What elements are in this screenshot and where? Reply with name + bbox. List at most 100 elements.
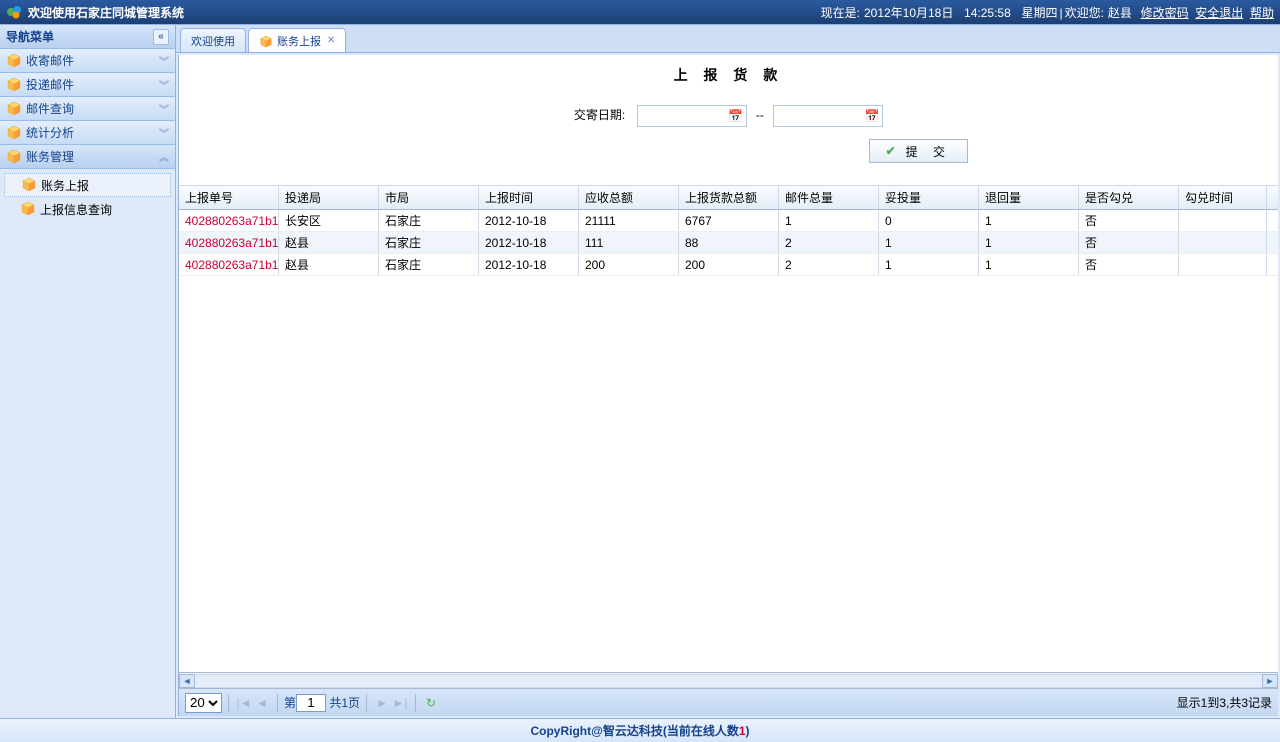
- column-header[interactable]: 退回量: [979, 186, 1079, 209]
- logout-link[interactable]: 安全退出: [1195, 6, 1243, 20]
- data-grid: 上报单号投递局市局上报时间应收总额上报货款总额邮件总量妥投量退回量是否勾兑勾兑时…: [179, 186, 1278, 716]
- table-cell: 1: [879, 232, 979, 253]
- table-cell: 1: [979, 232, 1079, 253]
- sidebar-item-3[interactable]: 统计分析︾: [0, 121, 175, 145]
- page-number-input[interactable]: [296, 694, 326, 712]
- horizontal-scrollbar[interactable]: ◄ ►: [179, 672, 1278, 688]
- sidebar-item-2[interactable]: 邮件查询 ︾: [0, 97, 175, 121]
- table-cell: 否: [1079, 232, 1179, 253]
- date-dash: --: [756, 108, 764, 122]
- sidebar-item-0[interactable]: 收寄邮件︾: [0, 49, 175, 73]
- check-icon: ✔: [886, 144, 902, 158]
- current-user: 赵县: [1108, 6, 1132, 20]
- tree-item-0[interactable]: 账务上报: [4, 173, 171, 197]
- column-header[interactable]: 勾兑时间: [1179, 186, 1267, 209]
- change-password-link[interactable]: 修改密码: [1141, 6, 1189, 20]
- next-page-button[interactable]: ►: [373, 694, 391, 712]
- paging-toolbar: 20 |◄ ◄ 第 共1页 ► ►| ↻ 显示1到3,共3记录: [179, 688, 1278, 716]
- app-title: 欢迎使用石家庄同城管理系统: [28, 4, 184, 21]
- column-header[interactable]: 市局: [379, 186, 479, 209]
- prev-page-button[interactable]: ◄: [253, 694, 271, 712]
- cube-icon: [6, 125, 22, 141]
- sidebar-item-label: 账务管理: [26, 148, 74, 165]
- close-icon[interactable]: ✕: [327, 35, 335, 46]
- cube-icon: [6, 149, 22, 165]
- table-row[interactable]: 402880263a71b1赵县石家庄2012-10-18200200211否: [179, 254, 1278, 276]
- active-panel: 上 报 货 款 交寄日期: 📅 -- 📅 ✔ 提 交 上报单号投递局市局上报时间…: [178, 55, 1278, 716]
- table-cell: [1179, 232, 1267, 253]
- now-date: 2012年10月18日: [864, 6, 953, 20]
- table-cell: 1: [779, 210, 879, 231]
- table-cell: 否: [1079, 254, 1179, 275]
- welcome-label: 欢迎您:: [1065, 6, 1104, 20]
- content-area: 欢迎使用账务上报✕ 上 报 货 款 交寄日期: 📅 -- 📅 ✔ 提 交: [176, 25, 1280, 718]
- table-cell: 1: [879, 254, 979, 275]
- table-cell: 0: [879, 210, 979, 231]
- submit-label: 提 交: [906, 143, 951, 160]
- date-row: 交寄日期: 📅 -- 📅: [179, 105, 1278, 127]
- tab-1[interactable]: 账务上报✕: [248, 28, 346, 52]
- sidebar-item-4[interactable]: 账务管理︽: [0, 145, 175, 169]
- first-page-button[interactable]: |◄: [235, 694, 253, 712]
- column-header[interactable]: 上报时间: [479, 186, 579, 209]
- column-header[interactable]: 是否勾兑: [1079, 186, 1179, 209]
- page-total: 共1页: [329, 694, 360, 711]
- now-weekday: 星期四: [1021, 6, 1057, 20]
- table-cell: 2: [779, 254, 879, 275]
- cube-icon: [6, 77, 22, 93]
- column-header[interactable]: 上报单号: [179, 186, 279, 209]
- tree-item-label: 账务上报: [41, 177, 89, 194]
- table-cell: 否: [1079, 210, 1179, 231]
- table-cell: 1: [979, 210, 1079, 231]
- online-count: 1: [739, 724, 746, 738]
- table-cell: 402880263a71b1: [179, 210, 279, 231]
- last-page-button[interactable]: ►|: [391, 694, 409, 712]
- app-header: 欢迎使用石家庄同城管理系统 现在是:2012年10月18日 14:25:58 星…: [0, 0, 1280, 24]
- column-header[interactable]: 上报货款总额: [679, 186, 779, 209]
- calendar-icon[interactable]: 📅: [864, 108, 880, 124]
- page-size-select[interactable]: 20: [185, 693, 222, 713]
- table-cell: 402880263a71b1: [179, 254, 279, 275]
- submit-button[interactable]: ✔ 提 交: [869, 139, 968, 163]
- column-header[interactable]: 应收总额: [579, 186, 679, 209]
- column-header[interactable]: 邮件总量: [779, 186, 879, 209]
- scroll-left-button[interactable]: ◄: [179, 674, 195, 688]
- date-from-input[interactable]: 📅: [637, 105, 747, 127]
- sidebar-item-label: 邮件查询: [26, 100, 74, 117]
- table-cell: 2012-10-18: [479, 232, 579, 253]
- sidebar-item-1[interactable]: 投递邮件 ︾: [0, 73, 175, 97]
- table-cell: [1179, 210, 1267, 231]
- table-row[interactable]: 402880263a71b1赵县石家庄2012-10-1811188211否: [179, 232, 1278, 254]
- scroll-right-button[interactable]: ►: [1262, 674, 1278, 688]
- table-cell: 赵县: [279, 232, 379, 253]
- chevron-icon: ︾: [159, 77, 169, 92]
- cube-icon: [6, 53, 22, 69]
- date-to-input[interactable]: 📅: [773, 105, 883, 127]
- column-header[interactable]: 投递局: [279, 186, 379, 209]
- footer: CopyRight@智云达科技(当前在线人数1): [0, 718, 1280, 742]
- sidebar-item-label: 投递邮件: [26, 76, 74, 93]
- table-cell: 111: [579, 232, 679, 253]
- help-link[interactable]: 帮助: [1250, 6, 1274, 20]
- refresh-button[interactable]: ↻: [422, 694, 440, 712]
- table-cell: 石家庄: [379, 254, 479, 275]
- column-header[interactable]: 妥投量: [879, 186, 979, 209]
- table-cell: 长安区: [279, 210, 379, 231]
- table-row[interactable]: 402880263a71b1长安区石家庄2012-10-182111167671…: [179, 210, 1278, 232]
- display-msg: 显示1到3,共3记录: [1177, 694, 1272, 711]
- table-cell: 2012-10-18: [479, 254, 579, 275]
- scroll-track[interactable]: [195, 674, 1262, 688]
- page-prefix: 第: [284, 694, 296, 711]
- chevron-icon: ︾: [159, 101, 169, 116]
- table-cell: 石家庄: [379, 210, 479, 231]
- sidebar-collapse-button[interactable]: «: [153, 29, 169, 45]
- footer-text-prefix: CopyRight@智云达科技(当前在线人数: [530, 722, 738, 739]
- tab-0[interactable]: 欢迎使用: [180, 28, 246, 52]
- tree-item-1[interactable]: 上报信息查询: [4, 197, 171, 221]
- calendar-icon[interactable]: 📅: [728, 108, 744, 124]
- table-cell: 200: [579, 254, 679, 275]
- now-label: 现在是:: [821, 6, 860, 20]
- cube-icon: [259, 34, 273, 48]
- table-cell: 6767: [679, 210, 779, 231]
- cube-icon: [6, 101, 22, 117]
